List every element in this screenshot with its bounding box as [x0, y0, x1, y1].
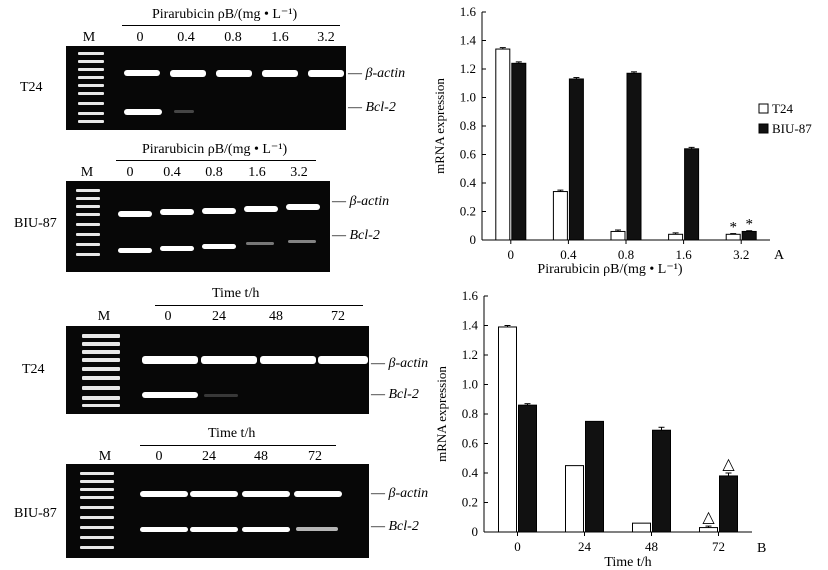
- gel1-cell-label: T24: [20, 80, 43, 95]
- x-tick-label: 24: [578, 539, 592, 554]
- y-tick-label: 0.4: [460, 175, 477, 190]
- gel2-lane-label: M: [80, 165, 94, 180]
- gel3-lane-label: 0: [164, 309, 172, 324]
- x-tick-label: 0: [514, 539, 521, 554]
- gel4-lane-label: 0: [155, 449, 163, 464]
- gel4-gene-bcl2: — Bcl-2: [371, 519, 419, 534]
- gel3-cell-label: T24: [22, 362, 45, 377]
- bar-biu-87: [719, 475, 738, 533]
- legend-swatch-t24: [758, 103, 769, 114]
- y-tick-label: 1.0: [460, 90, 476, 105]
- gel1-lane-label: 0: [136, 30, 144, 45]
- gel2-lane-label: 0.8: [205, 165, 223, 180]
- y-tick-label: 1.4: [462, 318, 479, 333]
- panel-label: B: [757, 541, 766, 556]
- y-tick-label: 1.0: [462, 377, 478, 392]
- gel3-lane-label: 48: [269, 309, 283, 324]
- gel1-gene-bcl2: — Bcl-2: [348, 100, 396, 115]
- legend-label: T24: [772, 101, 793, 116]
- gel1-lane-label: 0.4: [177, 30, 195, 45]
- x-tick-label: 1.6: [675, 247, 692, 262]
- gel4-header: Time t/h: [208, 426, 256, 441]
- significance-marker: △: [702, 509, 715, 526]
- gel3-lane-label: M: [97, 309, 111, 324]
- gel2-gene-actin: — β-actin: [332, 194, 390, 209]
- bar-biu-87: [652, 429, 671, 533]
- significance-marker: △: [722, 456, 735, 473]
- x-tick-label: 48: [645, 539, 658, 554]
- gel4-lane-label: 24: [202, 449, 216, 464]
- bar-t24: [498, 326, 517, 533]
- gel2-lane-label: 0: [126, 165, 134, 180]
- y-tick-label: 0.2: [462, 495, 478, 510]
- y-axis-label: mRNA expression: [434, 366, 449, 462]
- gel1-lane-label: 0.8: [224, 30, 242, 45]
- y-tick-label: 0.6: [460, 147, 477, 162]
- gel2-image: [66, 181, 330, 272]
- significance-marker: *: [745, 217, 753, 233]
- x-tick-label: 3.2: [733, 247, 749, 262]
- gel2-header: Pirarubicin ρB/(mg • L⁻¹): [142, 142, 288, 157]
- gel1-header-rule: [122, 25, 340, 26]
- gel4-image: [66, 464, 369, 558]
- panel-label: A: [774, 248, 785, 263]
- bar-t24: [565, 465, 584, 533]
- gel4-lane-label: 72: [308, 449, 322, 464]
- gel2-lane-label: 0.4: [163, 165, 181, 180]
- x-axis-label: Time t/h: [604, 555, 651, 570]
- gel1-image: [66, 46, 346, 130]
- y-tick-label: 1.6: [462, 288, 479, 303]
- gel1-header: Pirarubicin ρB/(mg • L⁻¹): [152, 7, 298, 22]
- gel4-lane-label: M: [98, 449, 112, 464]
- y-tick-label: 1.2: [460, 61, 476, 76]
- gel4-cell-label: BIU-87: [14, 506, 57, 521]
- bar-biu-87: [585, 420, 604, 533]
- x-tick-label: 0.4: [560, 247, 577, 262]
- y-tick-label: 0.8: [462, 406, 478, 421]
- legend-swatch-biu-87: [758, 123, 769, 134]
- y-tick-label: 0.2: [460, 204, 476, 219]
- gel3-lane-label: 72: [331, 309, 345, 324]
- y-tick-label: 0.4: [462, 465, 479, 480]
- gel3-header: Time t/h: [212, 286, 260, 301]
- legend-label: BIU-87: [772, 121, 812, 136]
- y-tick-label: 1.2: [462, 347, 478, 362]
- gel1-lane-label: 3.2: [317, 30, 335, 45]
- x-tick-label: 72: [712, 539, 725, 554]
- bar-t24: [632, 522, 651, 533]
- gel2-cell-label: BIU-87: [14, 216, 57, 231]
- bar-t24: [699, 527, 718, 533]
- gel1-gene-actin: — β-actin: [348, 66, 406, 81]
- significance-marker: *: [729, 220, 737, 236]
- gel2-header-rule: [116, 160, 316, 161]
- gel1-lane-label: 1.6: [271, 30, 289, 45]
- gel4-gene-actin: — β-actin: [371, 486, 429, 501]
- y-tick-label: 1.6: [460, 4, 477, 19]
- gel3-lane-label: 24: [212, 309, 226, 324]
- y-tick-label: 0.6: [462, 436, 479, 451]
- gel2-gene-bcl2: — Bcl-2: [332, 228, 380, 243]
- y-tick-label: 1.4: [460, 33, 477, 48]
- x-tick-label: 0.8: [618, 247, 634, 262]
- y-tick-label: 0: [470, 232, 477, 247]
- x-tick-label: 0: [508, 247, 515, 262]
- y-axis-label: mRNA expression: [432, 78, 447, 174]
- gel3-header-rule: [155, 305, 363, 306]
- bar-biu-87: [518, 404, 537, 533]
- y-tick-label: 0: [472, 524, 479, 539]
- gel3-image: [66, 326, 369, 414]
- y-tick-label: 0.8: [460, 118, 476, 133]
- gel1-lane-label: M: [82, 30, 96, 45]
- gel2-lane-label: 3.2: [290, 165, 308, 180]
- gel3-gene-bcl2: — Bcl-2: [371, 387, 419, 402]
- gel2-lane-label: 1.6: [248, 165, 266, 180]
- x-axis-label: Pirarubicin ρB/(mg • L⁻¹): [537, 262, 683, 277]
- gel4-lane-label: 48: [254, 449, 268, 464]
- gel4-header-rule: [140, 445, 336, 446]
- gel3-gene-actin: — β-actin: [371, 356, 429, 371]
